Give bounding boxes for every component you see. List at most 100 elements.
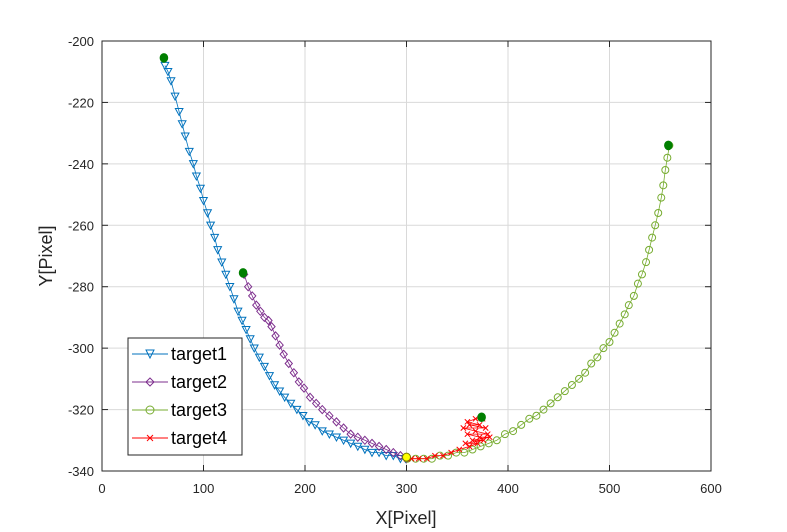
data-point-target1 xyxy=(249,344,259,353)
data-point-target2 xyxy=(247,291,257,301)
data-point-target2 xyxy=(339,423,348,433)
data-point-target1 xyxy=(254,353,264,363)
y-tick-label: -220 xyxy=(68,95,94,110)
data-point-target2 xyxy=(289,367,299,378)
data-point-target2 xyxy=(389,447,398,458)
data-point-target3 xyxy=(500,430,509,439)
y-axis-label: Y[Pixel] xyxy=(36,225,56,286)
data-point-target3 xyxy=(654,209,663,217)
data-point-target4 xyxy=(415,455,422,462)
data-point-target2 xyxy=(325,410,334,421)
data-point-target3 xyxy=(553,393,562,402)
data-point-target1 xyxy=(286,399,296,409)
series-target2 xyxy=(239,269,411,464)
data-point-target1 xyxy=(338,436,349,446)
data-point-target4 xyxy=(431,452,438,459)
data-point-target1 xyxy=(324,430,335,439)
data-point-target3 xyxy=(509,427,518,436)
data-point-target1 xyxy=(198,197,209,206)
data-point-target1 xyxy=(202,209,213,218)
data-point-target2 xyxy=(252,300,261,310)
data-point-target3 xyxy=(492,436,501,445)
legend-label-target3: target3 xyxy=(171,400,227,420)
data-point-target4 xyxy=(440,452,446,459)
data-point-target4 xyxy=(476,421,483,428)
data-point-target3 xyxy=(575,374,584,383)
data-point-target1 xyxy=(184,147,194,157)
data-point-target3 xyxy=(587,359,596,368)
data-point-target2 xyxy=(284,358,294,369)
start-end-markers xyxy=(159,53,673,462)
legend-marker-target2 xyxy=(145,377,155,387)
data-point-target1 xyxy=(213,246,223,255)
start-point-marker xyxy=(664,140,673,151)
data-point-target2 xyxy=(256,306,265,317)
data-point-target3 xyxy=(468,445,477,454)
legend-label-target2: target2 xyxy=(171,372,227,392)
data-point-target1 xyxy=(298,412,308,421)
data-point-target1 xyxy=(381,451,391,461)
data-point-target3 xyxy=(629,291,638,300)
legend-marker-target1 xyxy=(145,349,155,360)
x-tick-label: 0 xyxy=(98,481,105,496)
legend-label-target1: target1 xyxy=(171,344,227,364)
data-point-target2 xyxy=(360,435,370,446)
x-tick-label: 200 xyxy=(294,481,316,496)
data-point-target2 xyxy=(279,349,288,360)
data-point-target1 xyxy=(229,295,239,304)
data-point-target1 xyxy=(188,160,198,169)
data-point-target1 xyxy=(237,316,247,326)
data-point-target1 xyxy=(217,258,227,267)
data-point-target4 xyxy=(462,440,469,447)
data-point-target1 xyxy=(225,283,235,292)
data-point-target3 xyxy=(642,258,651,267)
data-point-target3 xyxy=(539,405,548,414)
data-point-target2 xyxy=(305,392,315,403)
data-point-target4 xyxy=(484,431,491,438)
data-point-target2 xyxy=(264,315,273,326)
legend-marker-target3 xyxy=(145,405,155,415)
data-point-target1 xyxy=(191,172,202,181)
data-point-target2 xyxy=(396,450,405,461)
data-point-target3 xyxy=(460,448,469,457)
data-point-target1 xyxy=(174,107,184,117)
data-point-target1 xyxy=(360,445,370,455)
data-point-target4 xyxy=(466,443,473,450)
data-point-target1 xyxy=(292,405,302,415)
data-point-target4 xyxy=(464,431,471,438)
data-point-target3 xyxy=(651,221,660,230)
data-point-target3 xyxy=(605,338,614,346)
data-point-target1 xyxy=(353,442,363,452)
end-point-marker xyxy=(402,452,411,462)
axis-ticks: 0 100 200 300 400 500 600 -200 -220 -240 -260 -280 -… xyxy=(68,34,722,496)
series-line-target3 xyxy=(407,145,670,460)
data-point-target4 xyxy=(456,446,463,453)
data-point-target2 xyxy=(346,429,355,439)
data-point-target2 xyxy=(294,377,304,387)
data-point-target3 xyxy=(532,411,541,420)
data-point-target3 xyxy=(525,414,534,423)
series-target1 xyxy=(160,61,411,464)
data-point-target4 xyxy=(448,449,455,456)
data-point-target2 xyxy=(317,404,327,415)
data-point-target1 xyxy=(280,393,290,403)
y-tick-label: -280 xyxy=(68,280,94,295)
data-point-target1 xyxy=(233,307,243,317)
data-point-target2 xyxy=(260,312,269,323)
data-point-target1 xyxy=(367,448,377,458)
data-point-target3 xyxy=(659,181,668,190)
data-point-target3 xyxy=(444,451,453,460)
data-point-target1 xyxy=(346,439,356,449)
y-tick-label: -260 xyxy=(68,218,94,233)
data-point-target3 xyxy=(427,454,436,463)
data-point-target2 xyxy=(267,321,276,332)
y-tick-label: -200 xyxy=(68,34,94,49)
legend-marker-target4 xyxy=(146,434,154,442)
data-point-target2 xyxy=(332,417,341,427)
data-point-target3 xyxy=(546,399,555,408)
data-point-target1 xyxy=(180,132,190,142)
data-point-target4 xyxy=(472,428,479,435)
data-point-target2 xyxy=(271,331,280,341)
data-point-target3 xyxy=(648,233,657,242)
